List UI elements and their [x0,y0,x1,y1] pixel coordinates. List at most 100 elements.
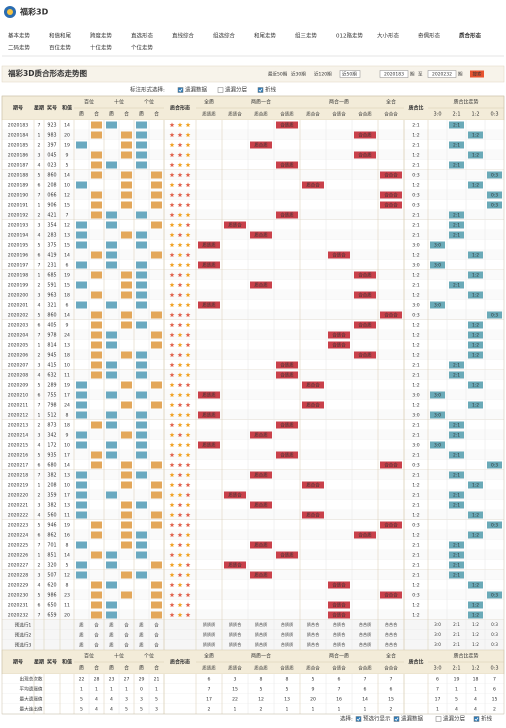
preselect-cell[interactable]: 3:0 [434,642,441,647]
preselect-cell[interactable]: 合质合 [333,631,346,638]
nav-item[interactable]: 012路走势 [336,32,363,40]
checkbox[interactable] [257,87,264,93]
preselect-cell[interactable]: 质合合 [307,621,320,628]
nav-item[interactable]: 基本走势 [8,32,31,40]
preselect-cell[interactable]: 0:3 [491,642,498,647]
preselect-label[interactable]: 预选行2 [15,632,32,639]
preselect-cell[interactable]: 合合质 [359,621,372,628]
preselect-cell[interactable]: 合质合 [333,641,346,648]
pattern-label: 合质质 [280,422,294,429]
preselect-cell[interactable]: 质 [79,632,84,639]
preselect-cell[interactable]: 合质合 [333,621,346,628]
checkbox[interactable] [217,87,224,93]
preselect-cell[interactable]: 合合质 [359,641,372,648]
preselect-cell[interactable]: 质 [79,622,84,629]
nav-item[interactable]: 跨度走势 [90,32,113,40]
preselect-cell[interactable]: 2:1 [453,632,460,637]
preselect-cell[interactable]: 质合质 [255,641,268,648]
preselect-cell[interactable]: 3:0 [434,632,441,637]
checkbox[interactable] [473,716,480,722]
nav-item[interactable]: 百位走势 [49,44,72,52]
preselect-cell[interactable]: 质合合 [307,641,320,648]
nav-item[interactable]: 直选形态 [131,32,154,40]
preselect-cell[interactable]: 合 [154,632,159,639]
preselect-cell[interactable]: 合合合 [385,621,398,628]
checkbox-label[interactable]: 遗漏分层 [225,86,248,94]
checkbox-label[interactable]: 预选行显示 [363,715,391,723]
preselect-cell[interactable]: 质质质 [203,621,216,628]
preselect-cell[interactable]: 质合质 [255,631,268,638]
nav-item[interactable]: 个位走势 [131,44,154,52]
preselect-cell[interactable]: 合 [124,622,129,629]
checkbox-label[interactable]: 遗漏分层 [443,715,466,723]
preselect-cell[interactable]: 合合质 [359,631,372,638]
preselect-label[interactable]: 预选行3 [15,642,32,649]
checkbox-label[interactable]: 遗漏数据 [185,86,208,94]
preselect-cell[interactable]: 质合质 [255,621,268,628]
preselect-cell[interactable]: 合 [154,642,159,649]
checkbox[interactable] [355,716,362,722]
checkbox-label[interactable]: 遗漏数据 [401,715,424,723]
preselect-cell[interactable]: 质质质 [203,631,216,638]
preselect-cell[interactable]: 质合合 [307,631,320,638]
preselect-cell[interactable]: 2:1 [453,622,460,627]
pattern-marker [250,231,272,239]
stats-label: 出现总次数 [20,676,43,683]
select-value[interactable]: 近50期 [342,71,357,78]
preselect-cell[interactable]: 质 [109,642,114,649]
nav-item[interactable]: 十位走势 [90,44,113,52]
preselect-cell[interactable]: 质 [109,622,114,629]
preselect-cell[interactable]: 合质质 [281,621,294,628]
preselect-cell[interactable]: 质质合 [229,621,242,628]
preselect-cell[interactable]: 质 [79,642,84,649]
nav-item[interactable]: 组三走势 [295,32,318,40]
preselect-cell[interactable]: 合 [94,642,99,649]
preselect-cell[interactable]: 合 [124,642,129,649]
preselect-cell[interactable]: 合质质 [281,631,294,638]
preselect-cell[interactable]: 质 [139,632,144,639]
nav-item[interactable]: 质合形态 [459,32,482,40]
preselect-cell[interactable]: 合合合 [385,631,398,638]
preselect-cell[interactable]: 合质质 [281,641,294,648]
preselect-cell[interactable]: 0:3 [491,632,498,637]
nav-item[interactable]: 二码走势 [8,44,31,52]
range-link[interactable]: 最近50期 [268,71,288,78]
preselect-cell[interactable]: 1:2 [472,642,479,647]
preselect-cell[interactable]: 1:2 [472,632,479,637]
preselect-cell[interactable]: 1:2 [472,622,479,627]
preselect-cell[interactable]: 质 [139,642,144,649]
preselect-cell[interactable]: 质质质 [203,641,216,648]
nav-item[interactable]: 组选综合 [213,32,236,40]
range-link[interactable]: 近30期 [291,71,306,78]
nav-item[interactable]: 大小形态 [377,32,400,40]
preselect-cell[interactable]: 0:3 [491,622,498,627]
checkbox[interactable] [177,87,184,93]
nav-item[interactable]: 和尾走势 [254,32,277,40]
checkbox-label[interactable]: 折线 [481,715,493,723]
preselect-label[interactable]: 预选行1 [15,622,32,629]
ratio-trend-label: 2:1 [453,223,460,229]
range-link[interactable]: 近120期 [314,71,332,78]
to-input[interactable]: 2020232 [432,72,452,78]
preselect-cell[interactable]: 2:1 [453,642,460,647]
preselect-cell[interactable]: 合 [124,632,129,639]
preselect-cell[interactable]: 合 [94,632,99,639]
preselect-cell[interactable]: 合 [94,622,99,629]
checkbox-label[interactable]: 折线 [265,86,277,94]
preselect-cell[interactable]: 质 [139,622,144,629]
search-label[interactable]: 搜索 [473,71,482,78]
preselect-cell[interactable]: 合合合 [385,641,398,648]
preselect-cell[interactable]: 质质合 [229,641,242,648]
preselect-cell[interactable]: 3:0 [434,622,441,627]
period: 2020230 [8,593,29,599]
checkbox[interactable] [393,716,400,722]
preselect-cell[interactable]: 质质合 [229,631,242,638]
checkbox[interactable] [435,716,442,722]
nav-item[interactable]: 和值和尾 [49,32,72,40]
nav-item[interactable]: 奇偶形态 [418,32,441,40]
nav-item[interactable]: 直线综合 [172,32,195,40]
from-input[interactable]: 2020183 [384,72,404,78]
form-star [177,512,183,518]
preselect-cell[interactable]: 质 [109,632,114,639]
preselect-cell[interactable]: 合 [154,622,159,629]
